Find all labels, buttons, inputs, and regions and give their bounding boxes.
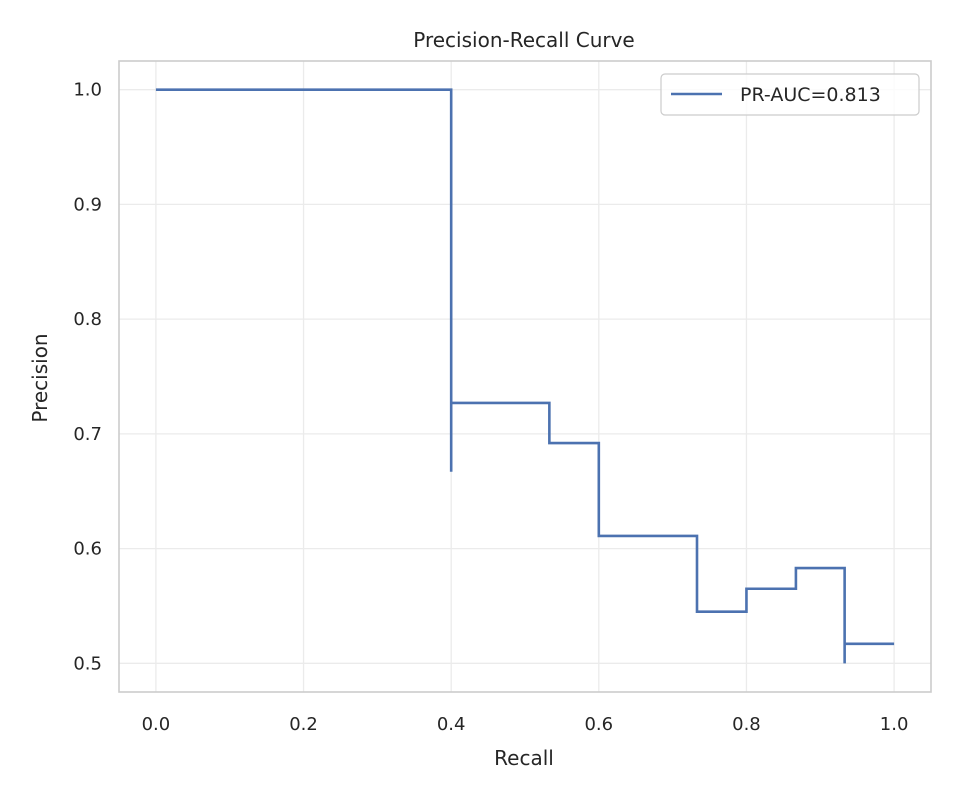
series-line bbox=[155, 88, 895, 664]
y-tick-label: 0.6 bbox=[73, 539, 102, 560]
legend-box bbox=[660, 73, 920, 116]
plot-frame bbox=[118, 60, 932, 693]
x-tick-label: 0.8 bbox=[732, 714, 761, 735]
x-tick-label: 1.0 bbox=[880, 714, 909, 735]
y-tick-label: 1.0 bbox=[73, 80, 102, 101]
y-tick-label: 0.7 bbox=[73, 424, 102, 445]
y-axis-label: Precision bbox=[28, 333, 52, 422]
legend: PR-AUC=0.813 bbox=[660, 73, 920, 116]
y-tick-label: 0.8 bbox=[73, 309, 102, 330]
x-tick-label: 0.2 bbox=[289, 714, 318, 735]
x-tick-label: 0.0 bbox=[142, 714, 171, 735]
y-tick-label: 0.5 bbox=[73, 653, 102, 674]
x-tick-label: 0.6 bbox=[584, 714, 613, 735]
tick-layer: 0.0 0.2 0.4 0.6 0.8 1.0 0.5 0.6 0.7 0.8 0.9 1.0 bbox=[73, 80, 908, 735]
y-tick-label: 0.9 bbox=[73, 194, 102, 215]
series-layer bbox=[155, 88, 895, 664]
chart-title: Precision-Recall Curve bbox=[413, 28, 634, 52]
x-axis-label: Recall bbox=[494, 746, 554, 770]
x-tick-label: 0.4 bbox=[437, 714, 466, 735]
legend-label: PR-AUC=0.813 bbox=[740, 84, 881, 106]
